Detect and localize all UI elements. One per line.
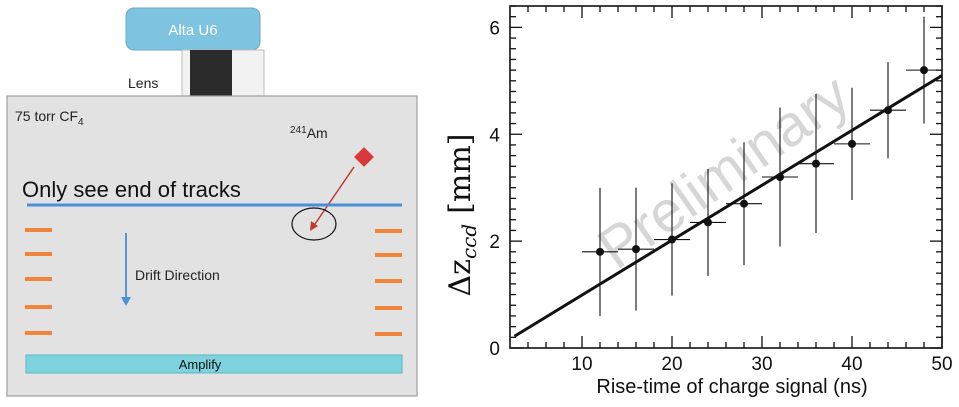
data-point — [776, 173, 784, 181]
amplify-label: Amplify — [179, 357, 222, 372]
alpha-arrowhead — [310, 221, 318, 231]
field-ring — [25, 252, 52, 256]
x-tick-label: 40 — [841, 354, 862, 375]
drift-label: Drift Direction — [135, 267, 220, 283]
data-point — [920, 66, 928, 75]
data-point — [812, 159, 820, 168]
data-point — [704, 218, 712, 227]
data-point — [632, 245, 640, 254]
y-tick-label: 0 — [489, 339, 500, 360]
amplification-region — [25, 354, 403, 374]
data-point — [596, 247, 604, 256]
tracks-label: Only see end of tracks — [22, 177, 241, 202]
x-tick-label: 50 — [931, 354, 952, 375]
data-point — [884, 106, 892, 115]
drift-arrowhead — [121, 297, 131, 306]
camera-label: Alta U6 — [168, 22, 217, 39]
field-ring — [375, 253, 402, 257]
data-point — [848, 139, 856, 148]
source-label: 241Am — [290, 125, 328, 141]
y-tick-label: 2 — [489, 232, 500, 253]
preliminary-watermark: Preliminary — [586, 62, 861, 282]
gas-label: 75 torr CF4 — [15, 108, 84, 128]
field-ring — [375, 229, 402, 233]
field-ring — [25, 277, 52, 281]
x-tick-label: 30 — [751, 354, 772, 375]
watermark-group: Preliminary — [586, 62, 861, 282]
alpha-track-arrow — [314, 166, 355, 225]
x-tick-label: 20 — [661, 354, 682, 375]
fit-line — [513, 74, 942, 338]
field-ring — [375, 332, 402, 336]
lens-barrel — [190, 50, 232, 96]
field-ring — [25, 331, 52, 335]
field-ring — [375, 306, 402, 310]
y-axis-subscript: ccd — [457, 224, 481, 259]
detector-diagram: Alta U6 Lens 75 torr CF4 241Am Only see … — [6, 7, 418, 397]
field-ring — [25, 228, 52, 232]
rise-time-chart: Preliminary 10 20 30 40 50 0 2 4 6 Rise-time of … — [443, 5, 953, 398]
field-ring — [25, 305, 52, 309]
y-axis-symbol: Δz — [443, 259, 478, 296]
gas-chamber — [6, 95, 418, 397]
y-axis-label: Δzccd [mm] — [443, 133, 481, 296]
source-diamond — [354, 147, 374, 167]
left-field-rings — [25, 228, 52, 335]
data-point — [668, 235, 676, 244]
fit-line-group — [513, 74, 942, 338]
y-axis-unit: [mm] — [443, 133, 478, 213]
x-tick-label: 10 — [571, 354, 592, 375]
tick-labels-group: 10 20 30 40 50 0 2 4 6 — [489, 18, 952, 375]
data-points-group — [582, 16, 942, 316]
field-ring — [375, 279, 402, 283]
chart-axes — [509, 5, 943, 349]
y-tick-label: 6 — [489, 18, 500, 39]
lens-label: Lens — [128, 75, 158, 91]
right-field-rings — [375, 229, 402, 336]
track-end-circle — [291, 207, 337, 241]
data-point — [740, 199, 748, 208]
x-axis-label: Rise-time of charge signal (ns) — [596, 376, 867, 398]
y-tick-label: 4 — [489, 125, 500, 146]
svg-text:Δzccd[mm]: Δzccd [mm] — [443, 133, 481, 296]
